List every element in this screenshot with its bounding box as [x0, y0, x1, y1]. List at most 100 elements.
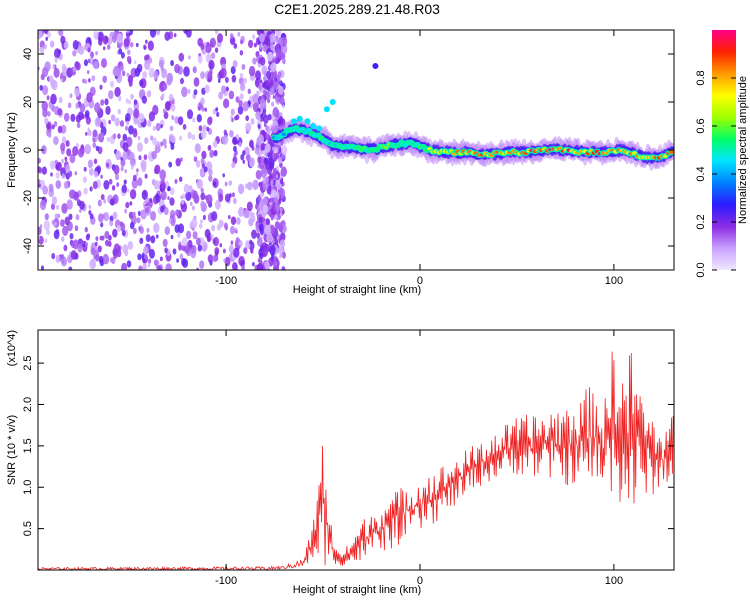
- noise-speckle: [148, 67, 155, 78]
- noise-speckle: [181, 199, 185, 205]
- noise-speckle: [97, 31, 105, 42]
- noise-speckle: [246, 201, 253, 212]
- noise-speckle: [119, 222, 126, 232]
- noise-speckle: [260, 56, 266, 66]
- noise-speckle: [170, 103, 176, 112]
- colorbar-tick-label: 0.6: [695, 118, 707, 133]
- noise-speckle: [139, 79, 144, 87]
- noise-speckle: [212, 238, 217, 245]
- snr-y-axis-label: SNR (10 * v/v): [6, 415, 18, 485]
- noise-speckle: [120, 65, 124, 72]
- noise-speckle: [101, 58, 107, 68]
- noise-speckle: [143, 154, 148, 161]
- noise-speckle: [232, 60, 238, 68]
- noise-speckle: [277, 71, 282, 78]
- noise-speckle: [263, 89, 267, 96]
- noise-speckle: [139, 226, 144, 234]
- noise-speckle: [191, 205, 195, 211]
- noise-speckle: [127, 241, 134, 250]
- noise-speckle: [51, 253, 56, 260]
- noise-speckle: [126, 55, 132, 63]
- noise-region: [38, 30, 288, 270]
- noise-speckle: [155, 193, 160, 200]
- noise-speckle: [82, 78, 85, 84]
- noise-speckle: [117, 133, 121, 139]
- noise-speckle: [257, 134, 264, 145]
- noise-speckle: [130, 41, 134, 48]
- colorbar-tick-label: 0.4: [695, 166, 707, 181]
- noise-speckle: [60, 219, 65, 227]
- noise-speckle: [232, 262, 238, 270]
- y-tick-label: 40: [22, 48, 34, 60]
- noise-speckle: [67, 102, 72, 109]
- noise-speckle: [98, 213, 104, 223]
- noise-speckle: [144, 55, 148, 61]
- noise-speckle: [242, 159, 246, 164]
- noise-speckle: [169, 209, 176, 219]
- noise-speckle: [147, 119, 152, 127]
- noise-speckle: [230, 216, 237, 225]
- noise-speckle: [132, 211, 136, 218]
- noise-speckle: [55, 164, 59, 170]
- noise-speckle: [121, 230, 126, 237]
- noise-speckle: [42, 185, 48, 195]
- noise-speckle: [97, 245, 102, 253]
- noise-speckle: [170, 218, 176, 227]
- noise-speckle: [223, 129, 227, 135]
- noise-speckle: [93, 170, 99, 178]
- noise-speckle: [61, 173, 66, 179]
- noise-speckle: [79, 209, 82, 213]
- noise-speckle: [75, 62, 81, 71]
- noise-speckle: [38, 183, 41, 188]
- noise-speckle: [75, 102, 80, 109]
- noise-speckle: [133, 116, 139, 125]
- noise-speckle: [271, 238, 276, 244]
- noise-speckle: [50, 172, 53, 177]
- noise-speckle: [133, 128, 138, 134]
- noise-speckle: [100, 174, 103, 179]
- noise-speckle: [258, 263, 262, 269]
- noise-speckle: [123, 37, 130, 48]
- noise-speckle: [255, 169, 262, 180]
- noise-speckle: [264, 261, 270, 270]
- noise-speckle: [228, 180, 232, 186]
- noise-speckle: [213, 150, 218, 157]
- noise-speckle: [133, 99, 138, 105]
- y-tick-label: 0.5: [22, 521, 34, 536]
- noise-speckle: [162, 82, 168, 91]
- noise-speckle: [106, 162, 110, 168]
- noise-speckle: [41, 100, 48, 112]
- noise-speckle: [145, 206, 149, 214]
- noise-speckle: [170, 187, 175, 196]
- noise-speckle: [44, 213, 49, 221]
- noise-speckle: [90, 51, 94, 58]
- noise-speckle: [247, 88, 251, 95]
- noise-speckle: [136, 42, 139, 48]
- noise-speckle: [55, 171, 60, 179]
- noise-speckle: [272, 95, 276, 99]
- noise-speckle: [245, 115, 249, 122]
- noise-speckle: [183, 183, 190, 194]
- noise-speckle: [179, 253, 184, 260]
- noise-speckle: [242, 101, 249, 112]
- noise-speckle: [73, 66, 77, 73]
- noise-speckle: [216, 111, 220, 117]
- noise-speckle: [124, 208, 127, 214]
- noise-speckle: [107, 44, 111, 50]
- noise-speckle: [175, 209, 180, 217]
- noise-speckle: [269, 33, 276, 43]
- noise-speckle: [47, 111, 51, 117]
- noise-speckle: [200, 219, 203, 224]
- noise-speckle: [201, 162, 205, 169]
- noise-speckle: [146, 197, 150, 203]
- noise-speckle: [269, 224, 276, 234]
- y-tick-label: 20: [22, 96, 34, 108]
- spectrogram-x-axis-label: Height of straight line (km): [293, 284, 421, 296]
- noise-speckle: [53, 229, 60, 240]
- noise-speckle: [112, 228, 118, 238]
- noise-speckle: [239, 240, 243, 247]
- noise-speckle: [279, 207, 283, 213]
- noise-speckle: [222, 248, 226, 254]
- noise-speckle: [138, 113, 145, 123]
- noise-speckle: [122, 151, 128, 161]
